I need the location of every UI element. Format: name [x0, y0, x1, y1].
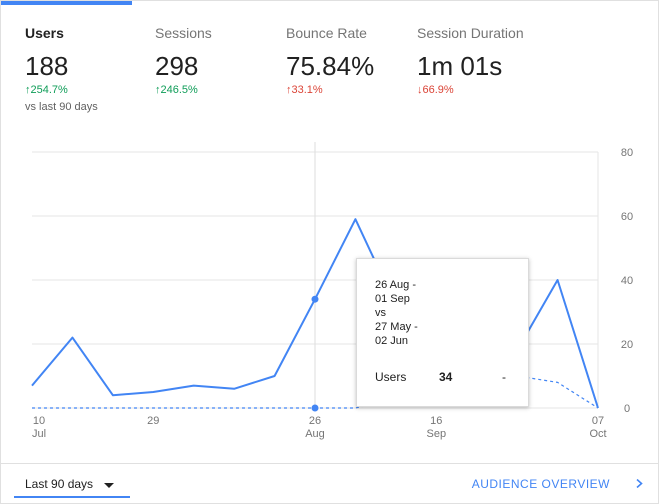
card-footer: Last 90 days AUDIENCE OVERVIEW [1, 463, 658, 504]
metric-label: Bounce Rate [286, 25, 367, 41]
y-tick-label: 20 [621, 339, 633, 351]
metric-tab-sessions[interactable]: Sessions 298 ↑246.5% [132, 1, 263, 131]
x-tick-label: Sep [426, 428, 446, 440]
tooltip-date-line: 02 Jun [375, 335, 409, 347]
metric-value: 298 [155, 51, 199, 81]
highlight-point [311, 404, 319, 412]
x-tick-label: 29 [147, 415, 159, 427]
metric-tabs: Users 188 ↑254.7% vs last 90 days Sessio… [1, 1, 658, 131]
x-tick-label: 10 [33, 415, 45, 427]
tooltip-date-line: 01 Sep [375, 293, 410, 305]
x-tick-label: Aug [305, 428, 325, 440]
x-tick-label: Jul [32, 428, 46, 440]
metric-value: 1m 01s [417, 51, 503, 81]
metric-value: 188 [25, 51, 69, 81]
y-tick-label: 80 [621, 147, 633, 159]
metric-value: 75.84% [286, 51, 375, 81]
x-tick-label: 26 [309, 415, 321, 427]
metric-label: Sessions [155, 25, 212, 41]
y-tick-label: 60 [621, 211, 633, 223]
metric-change: ↑246.5% [155, 84, 198, 96]
y-tick-label: 40 [621, 275, 633, 287]
metric-change: ↑254.7% [25, 84, 68, 96]
date-range-dropdown[interactable]: Last 90 days [14, 472, 130, 498]
tooltip-date-line: 26 Aug - [375, 279, 416, 291]
line-chart[interactable]: 80 60 40 20 0 10 Jul 29 26 Aug 16 Sep 07 Oct [1, 131, 658, 461]
x-tick-label: Oct [589, 428, 606, 440]
audience-overview-link[interactable]: AUDIENCE OVERVIEW [471, 477, 610, 491]
highlight-point [311, 295, 319, 303]
metric-label: Session Duration [417, 25, 524, 41]
metric-change: ↑33.1% [286, 84, 323, 96]
x-tick-label: 16 [430, 415, 442, 427]
tooltip-metric-change: - [502, 370, 506, 384]
compare-text: vs last 90 days [25, 101, 98, 113]
metric-label: Users [25, 25, 64, 41]
metric-tab-session-duration[interactable]: Session Duration 1m 01s ↓66.9% [394, 1, 544, 131]
date-range-label: Last 90 days [25, 477, 94, 491]
y-tick-label: 0 [624, 403, 630, 415]
metric-tab-bounce-rate[interactable]: Bounce Rate 75.84% ↑33.1% [263, 1, 394, 131]
tooltip-metric-label: Users [375, 370, 407, 384]
tooltip-vs-line: vs [375, 307, 386, 319]
metric-change: ↓66.9% [417, 84, 454, 96]
x-tick-label: 07 [592, 415, 604, 427]
active-tab-indicator [1, 1, 132, 5]
caret-down-icon [104, 483, 114, 488]
chevron-right-icon[interactable] [635, 479, 644, 488]
tooltip-date-line: 27 May - [375, 321, 418, 333]
metric-tab-users[interactable]: Users 188 ↑254.7% vs last 90 days [1, 1, 132, 131]
tooltip-metric-value: 34 [439, 370, 453, 384]
chart-tooltip: 26 Aug - 01 Sep vs 27 May - 02 Jun Users… [356, 258, 529, 407]
